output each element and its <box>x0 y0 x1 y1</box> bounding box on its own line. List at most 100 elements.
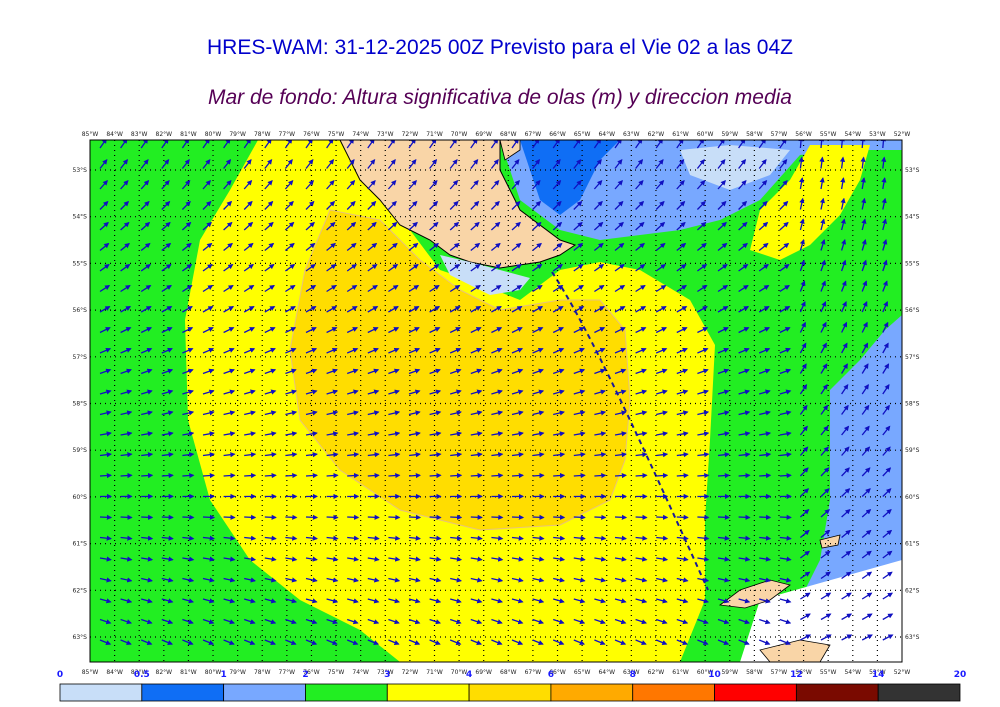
swell-arrow <box>182 618 194 625</box>
swell-arrow <box>593 242 604 252</box>
swell-arrow <box>182 639 194 645</box>
swell-arrow <box>697 472 710 479</box>
swell-arrow <box>759 452 772 458</box>
swell-arrow <box>161 200 171 210</box>
swell-arrow <box>120 598 133 604</box>
lon-label: 82°W <box>156 669 173 676</box>
swell-arrow <box>202 514 216 520</box>
swell-arrow <box>449 327 462 334</box>
swell-arrow <box>99 598 112 604</box>
swell-arrow <box>450 410 462 416</box>
swell-arrow <box>655 179 665 190</box>
colorbar-tick-label: 0 <box>57 670 63 680</box>
lon-label: 64°W <box>598 131 615 138</box>
map-title: HRES-WAM: 31-12-2025 00Z Previsto para e… <box>207 36 793 59</box>
lon-label: 63°W <box>623 131 640 138</box>
swell-arrow <box>860 156 866 169</box>
swell-arrow <box>120 221 130 231</box>
lat-label: 63°S <box>905 634 920 641</box>
swell-arrow <box>614 200 624 210</box>
lon-label: 53°W <box>869 131 886 138</box>
swell-arrow <box>161 221 171 231</box>
swell-arrow <box>120 285 131 293</box>
swell-arrow <box>635 327 647 334</box>
colorbar-tick-label: 1 <box>221 670 227 680</box>
lon-label: 53°W <box>869 669 886 676</box>
swell-arrow <box>470 347 482 354</box>
colorbar-segment <box>386 683 470 702</box>
swell-arrow <box>367 389 380 395</box>
lon-label: 78°W <box>254 669 271 676</box>
swell-arrow <box>367 598 380 604</box>
swell-arrow <box>408 514 422 520</box>
swell-arrow <box>305 179 314 190</box>
swell-arrow <box>635 556 648 562</box>
swell-arrow <box>882 467 892 477</box>
swell-arrow <box>573 535 586 541</box>
lon-label: 72°W <box>402 669 419 676</box>
swell-arrow <box>758 347 771 354</box>
swell-arrow <box>367 431 380 437</box>
swell-arrow <box>799 529 810 539</box>
swell-arrow <box>635 514 648 520</box>
lon-label: 59°W <box>721 669 738 676</box>
swell-arrow <box>717 368 730 375</box>
colorbar-tick-label: 10 <box>708 670 721 680</box>
lon-label: 66°W <box>549 131 566 138</box>
swell-arrow <box>140 159 149 169</box>
swell-arrow <box>758 306 770 313</box>
swell-arrow <box>573 242 584 252</box>
swell-arrow <box>655 159 664 169</box>
colorbar-tick-label: 14 <box>872 670 885 680</box>
swell-arrow <box>388 347 400 354</box>
swell-arrow <box>470 535 483 541</box>
swell-arrow <box>511 242 522 252</box>
swell-arrow <box>120 639 132 645</box>
swell-arrow <box>717 263 728 272</box>
swell-arrow <box>202 639 215 645</box>
swell-arrow <box>470 306 482 313</box>
swell-arrow <box>305 306 317 313</box>
swell-arrow <box>161 263 172 272</box>
swell-arrow <box>450 556 463 562</box>
swell-arrow <box>347 452 360 458</box>
swell-arrow <box>820 634 832 641</box>
swell-arrow <box>594 556 607 562</box>
lat-label: 55°S <box>905 260 920 267</box>
swell-arrow <box>346 263 357 272</box>
swell-arrow <box>717 242 728 252</box>
swell-arrow <box>326 577 339 583</box>
swell-arrow <box>346 242 357 252</box>
swell-arrow <box>429 368 441 375</box>
swell-arrow <box>285 618 297 625</box>
swell-arrow <box>861 425 870 436</box>
swell-arrow <box>99 389 112 395</box>
swell-arrow <box>717 598 730 604</box>
swell-arrow <box>532 452 545 458</box>
swell-arrow <box>779 556 792 562</box>
swell-arrow <box>717 347 730 354</box>
swell-arrow <box>820 467 830 477</box>
lon-label: 55°W <box>820 669 837 676</box>
swell-arrow <box>552 306 564 313</box>
swell-arrow <box>841 301 847 313</box>
swell-arrow <box>305 327 317 334</box>
swell-arrow <box>573 200 583 210</box>
swell-arrow <box>779 221 789 231</box>
swell-arrow <box>882 634 894 641</box>
swell-arrow <box>799 425 808 436</box>
swell-arrow <box>161 306 173 313</box>
lon-label: 69°W <box>475 131 492 138</box>
swell-arrow <box>223 327 235 334</box>
swell-arrow <box>882 301 888 313</box>
swell-arrow <box>841 488 851 497</box>
swell-arrow <box>449 159 458 169</box>
swell-arrow <box>99 347 112 354</box>
swell-arrow <box>161 452 174 458</box>
swell-arrow <box>429 200 439 210</box>
swell-arrow <box>305 618 318 625</box>
swell-arrow <box>697 368 709 375</box>
swell-arrow <box>99 306 111 313</box>
swell-arrow <box>264 368 277 375</box>
